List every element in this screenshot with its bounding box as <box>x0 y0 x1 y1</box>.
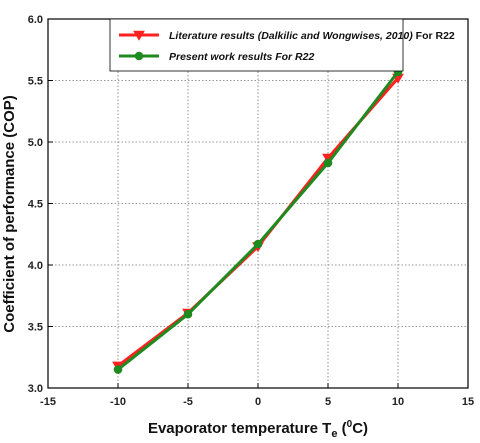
x-tick-label: 10 <box>392 396 404 408</box>
y-tick-label: 6.0 <box>28 14 43 26</box>
y-tick-label: 5.0 <box>28 137 43 149</box>
legend: Literature results (Dalkilic and Wongwis… <box>109 18 455 72</box>
x-tick-label: 15 <box>462 396 474 408</box>
series-group <box>112 67 404 374</box>
legend-marker <box>133 30 145 41</box>
legend-label: Literature results (Dalkilic and Wongwis… <box>169 30 455 42</box>
y-tick-label: 5.5 <box>28 76 43 88</box>
data-point <box>253 239 263 249</box>
x-axis-label: Evaporator temperature Te (0C) <box>148 419 368 440</box>
legend-item-1: Literature results (Dalkilic and Wongwis… <box>119 30 455 42</box>
legend-marker <box>134 51 144 61</box>
data-point <box>323 158 333 168</box>
data-point <box>183 309 193 319</box>
x-tick-label: 0 <box>255 396 261 408</box>
y-tick-label: 4.0 <box>28 260 43 272</box>
data-point <box>113 365 123 374</box>
x-tick-label: -15 <box>40 396 56 408</box>
x-tick-label: -5 <box>183 396 193 408</box>
grid-lines <box>48 19 468 388</box>
legend-box <box>109 18 404 72</box>
legend-label: Present work results For R22 <box>169 51 314 63</box>
axis-ticks: -15 -10 -5 0 5 10 15 3.0 3.5 4.0 4.5 5.0 5.5 6.0 <box>28 14 474 408</box>
y-tick-label: 3.0 <box>28 383 43 395</box>
legend-item-2: Present work results For R22 <box>119 51 314 63</box>
x-tick-label: 5 <box>325 396 331 408</box>
x-tick-label: -10 <box>110 396 126 408</box>
y-tick-label: 3.5 <box>28 322 43 334</box>
y-axis-label: Coefficient of performance (COP) <box>1 95 18 333</box>
y-tick-label: 4.5 <box>28 199 43 211</box>
